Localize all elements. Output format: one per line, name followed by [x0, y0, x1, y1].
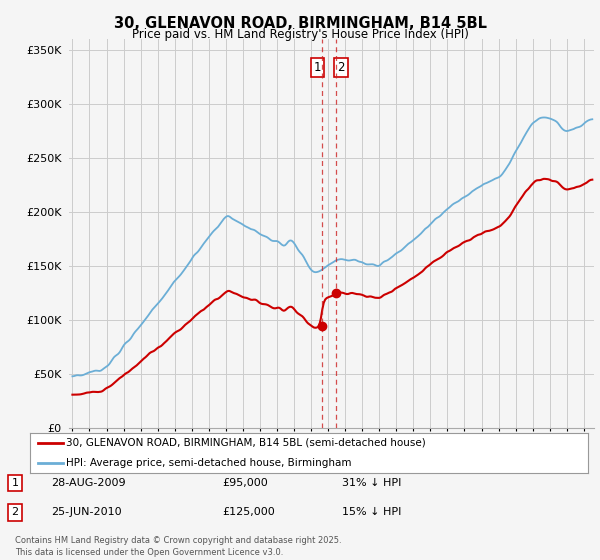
- Text: 1: 1: [314, 61, 321, 74]
- Text: Price paid vs. HM Land Registry's House Price Index (HPI): Price paid vs. HM Land Registry's House …: [131, 28, 469, 41]
- Text: Contains HM Land Registry data © Crown copyright and database right 2025.
This d: Contains HM Land Registry data © Crown c…: [15, 536, 341, 557]
- Text: 30, GLENAVON ROAD, BIRMINGHAM, B14 5BL (semi-detached house): 30, GLENAVON ROAD, BIRMINGHAM, B14 5BL (…: [66, 438, 426, 448]
- Text: 28-AUG-2009: 28-AUG-2009: [51, 478, 125, 488]
- Text: 2: 2: [337, 61, 344, 74]
- Text: £95,000: £95,000: [222, 478, 268, 488]
- Text: 25-JUN-2010: 25-JUN-2010: [51, 507, 122, 517]
- Text: 31% ↓ HPI: 31% ↓ HPI: [342, 478, 401, 488]
- Text: £125,000: £125,000: [222, 507, 275, 517]
- Text: HPI: Average price, semi-detached house, Birmingham: HPI: Average price, semi-detached house,…: [66, 458, 352, 468]
- Text: 30, GLENAVON ROAD, BIRMINGHAM, B14 5BL: 30, GLENAVON ROAD, BIRMINGHAM, B14 5BL: [113, 16, 487, 31]
- Text: 2: 2: [11, 507, 19, 517]
- Text: 1: 1: [11, 478, 19, 488]
- Text: 15% ↓ HPI: 15% ↓ HPI: [342, 507, 401, 517]
